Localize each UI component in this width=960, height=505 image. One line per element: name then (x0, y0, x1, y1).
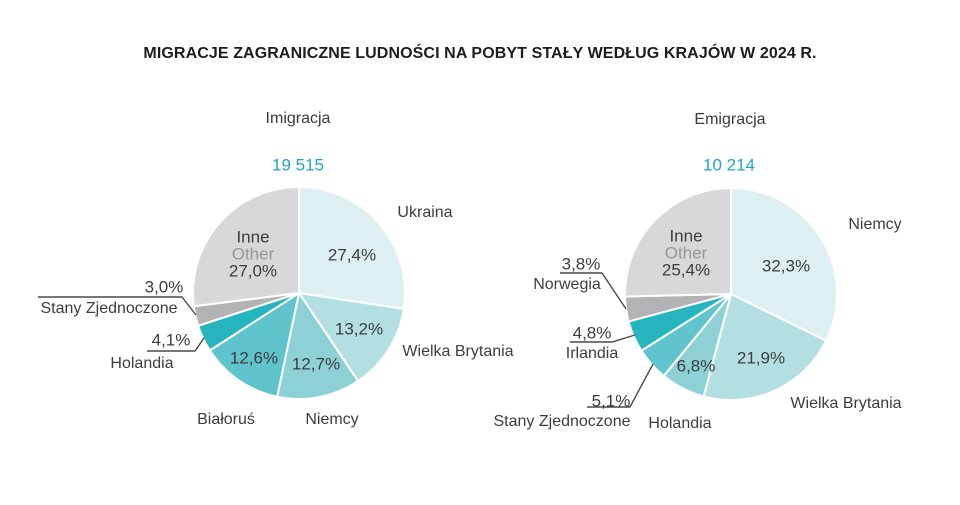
slice-label-inne-imigracja: Inne Other 27,0% (229, 229, 277, 280)
pie-slice-ukraina (298, 186, 407, 310)
slice-pct-norwegia: 3,8% (561, 254, 601, 274)
slice-pct-holandia-imigracja: 4,1% (151, 330, 191, 350)
pie-slice-wielka-brytania (702, 293, 828, 401)
pie-slice-inne (624, 187, 732, 298)
callout-line-stany-zjednoczone-emigracja (587, 363, 654, 408)
slice-label-wielka-brytania-imigracja: Wielka Brytania (402, 343, 514, 361)
pie-slice-inne (192, 186, 300, 308)
inne-label-pl: Inne (669, 226, 703, 246)
callout-line-irlandia-emigracja (570, 334, 636, 343)
inne-label-en: Other (664, 243, 708, 263)
inne-label-en: Other (231, 244, 275, 264)
total-emigracja: 10 214 (703, 155, 755, 175)
slice-label-inne-emigracja: Inne Other 25,4% (662, 228, 710, 279)
slice-pct-irlandia: 4,8% (572, 323, 612, 343)
slice-pct-inne-emigracja: 25,4% (661, 260, 711, 280)
slice-pct-wielka-brytania-emigracja: 21,9% (736, 348, 786, 368)
slice-label-holandia-imigracja: Holandia (110, 355, 174, 373)
slice-label-holandia-emigracja: Holandia (648, 415, 712, 433)
slice-label-stany-zjednoczone-imigracja: Stany Zjednoczone (40, 300, 178, 318)
chart-title-emigracja: Emigracja (694, 111, 766, 129)
pie-slice-niemcy (276, 292, 360, 400)
inne-label-pl: Inne (236, 227, 270, 247)
slice-pct-bialorus: 12,6% (229, 348, 279, 368)
slice-pct-stany-zjednoczone-imigracja: 3,0% (144, 277, 184, 297)
slice-label-ukraina: Ukraina (397, 204, 453, 222)
slice-pct-holandia-emigracja: 6,8% (676, 356, 716, 376)
total-imigracja: 19 515 (272, 155, 324, 175)
pie-slice-białoruś (208, 292, 300, 398)
slice-pct-wielka-brytania-imigracja: 13,2% (334, 319, 384, 339)
slice-label-niemcy-emigracja: Niemcy (848, 216, 902, 234)
slice-label-wielka-brytania-emigracja: Wielka Brytania (790, 395, 902, 413)
slice-pct-ukraina: 27,4% (327, 245, 377, 265)
slice-pct-inne-imigracja: 27,0% (228, 261, 278, 281)
slice-pct-niemcy-imigracja: 12,7% (291, 354, 341, 374)
page-title: MIGRACJE ZAGRANICZNE LUDNOŚCI NA POBYT S… (143, 45, 817, 62)
callout-line-norwegia-emigracja (560, 272, 627, 310)
callout-line-holandia-imigracja (147, 337, 205, 352)
slice-label-irlandia: Irlandia (565, 345, 619, 363)
callout-lines (38, 272, 654, 408)
pie-slice-niemcy (730, 187, 838, 342)
pie-slice-wielka-brytania (298, 292, 405, 383)
pie-emigracja (624, 187, 838, 401)
slice-pct-niemcy-emigracja: 32,3% (761, 256, 811, 276)
callout-line-stany-zjednoczone-imigracja (38, 296, 197, 316)
slice-label-bialorus: Białoruś (197, 411, 255, 429)
slice-label-norwegia: Norwegia (533, 276, 601, 294)
slice-pct-stany-zjednoczone-emigracja: 5,1% (591, 391, 631, 411)
slice-label-niemcy-imigracja: Niemcy (305, 411, 359, 429)
slice-label-stany-zjednoczone-emigracja: Stany Zjednoczone (493, 413, 631, 431)
chart-title-imigracja: Imigracja (265, 110, 331, 128)
